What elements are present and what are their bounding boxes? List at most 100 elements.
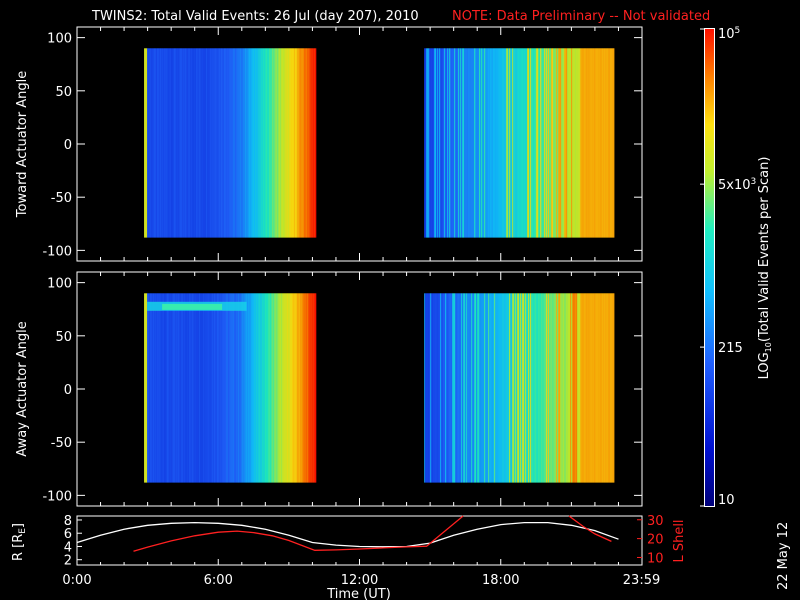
- heatmap-column: [499, 293, 501, 483]
- heatmap-column: [217, 293, 219, 483]
- heatmap-column: [291, 293, 293, 483]
- heatmap-column: [176, 293, 178, 483]
- heatmap-column: [489, 48, 491, 238]
- heatmap-column: [441, 293, 443, 483]
- heatmap-column: [521, 293, 523, 483]
- heatmap-column: [598, 48, 600, 238]
- heatmap-column: [490, 48, 492, 238]
- y-tick-label: 100: [47, 32, 72, 47]
- heatmap-column: [432, 293, 434, 483]
- heatmap-column: [300, 48, 302, 238]
- heatmap-column: [224, 48, 226, 238]
- heatmap-column: [440, 293, 442, 483]
- heatmap-column: [280, 48, 282, 238]
- heatmap-column: [226, 48, 228, 238]
- heatmap-column: [530, 293, 532, 483]
- heatmap-column: [593, 293, 595, 483]
- heatmap-column: [513, 48, 515, 238]
- l-shell-tick-label: 10: [647, 551, 664, 566]
- heatmap-column: [605, 293, 607, 483]
- heatmap-column: [221, 48, 223, 238]
- heatmap-column: [529, 48, 531, 238]
- heatmap-column: [590, 293, 592, 483]
- y-tick-label: 0: [64, 138, 72, 153]
- heatmap-column: [188, 48, 190, 238]
- heatmap-column: [297, 293, 299, 483]
- heatmap-column: [483, 48, 485, 238]
- heatmap-column: [151, 293, 153, 483]
- heatmap-column: [554, 48, 556, 238]
- heatmap-column: [457, 293, 459, 483]
- heatmap-column: [296, 48, 298, 238]
- heatmap-column: [544, 293, 546, 483]
- heatmap-column: [537, 293, 539, 483]
- heatmap-column: [492, 293, 494, 483]
- away-angle-panel: 100 50 0 -50 -100 Away Actuator Angle: [15, 271, 643, 507]
- heatmap-column: [302, 48, 304, 238]
- heatmap-column: [477, 293, 479, 483]
- heatmap-column: [456, 293, 458, 483]
- heatmap-column: [219, 293, 221, 483]
- r-tick-label: 6: [64, 527, 72, 542]
- heatmap-column: [168, 48, 170, 238]
- heatmap-column: [480, 293, 482, 483]
- heatmap-column: [268, 48, 270, 238]
- heatmap-column: [444, 48, 446, 238]
- heatmap-column: [456, 48, 458, 238]
- heatmap-column: [301, 293, 303, 483]
- heatmap-column: [535, 293, 537, 483]
- heatmap-column: [190, 293, 192, 483]
- heatmap-column: [585, 293, 587, 483]
- heatmap-column: [448, 293, 450, 483]
- heatmap-column: [512, 293, 514, 483]
- heatmap-column: [465, 48, 467, 238]
- heatmap-column: [439, 293, 441, 483]
- heatmap-column: [252, 48, 254, 238]
- y-tick-label: 50: [55, 85, 72, 100]
- heatmap-column: [234, 293, 236, 483]
- heatmap-column: [429, 293, 431, 483]
- heatmap-column: [430, 48, 432, 238]
- heatmap-column: [453, 293, 455, 483]
- heatmap-column: [223, 293, 225, 483]
- l-shell-tick-label: 30: [647, 514, 664, 529]
- heatmap-column: [296, 293, 298, 483]
- heatmap-column: [171, 48, 173, 238]
- heatmap-column: [201, 48, 203, 238]
- heatmap-column: [534, 48, 536, 238]
- heatmap-column: [459, 48, 461, 238]
- heatmap-column: [572, 293, 574, 483]
- heatmap-column: [579, 48, 581, 238]
- heatmap-column: [163, 293, 165, 483]
- heatmap-column: [430, 293, 432, 483]
- heatmap-column: [473, 293, 475, 483]
- heatmap-column: [209, 293, 211, 483]
- heatmap-column: [203, 48, 205, 238]
- heatmap-column: [256, 293, 258, 483]
- heatmap-column: [274, 48, 276, 238]
- heatmap-column: [220, 48, 222, 238]
- heatmap-column: [244, 48, 246, 238]
- heatmap-column: [565, 293, 567, 483]
- heatmap-column: [253, 293, 255, 483]
- heatmap-column: [222, 48, 224, 238]
- heatmap-column: [273, 48, 275, 238]
- heatmap-column: [537, 48, 539, 238]
- heatmap-column: [539, 293, 541, 483]
- heatmap-column: [275, 293, 277, 483]
- heatmap-column: [532, 48, 534, 238]
- heatmap-column: [498, 293, 500, 483]
- heatmap-column: [258, 48, 260, 238]
- heatmap-column: [573, 293, 575, 483]
- heatmap-column: [266, 48, 268, 238]
- heatmap-column: [522, 48, 524, 238]
- heatmap-column: [207, 48, 209, 238]
- heatmap-column: [220, 293, 222, 483]
- heatmap-column: [486, 48, 488, 238]
- heatmap-column: [478, 48, 480, 238]
- heatmap-column: [221, 293, 223, 483]
- heatmap-column: [295, 48, 297, 238]
- heatmap-column: [445, 48, 447, 238]
- colorbar-tick-label: 105: [718, 26, 740, 42]
- heatmap-column: [230, 293, 232, 483]
